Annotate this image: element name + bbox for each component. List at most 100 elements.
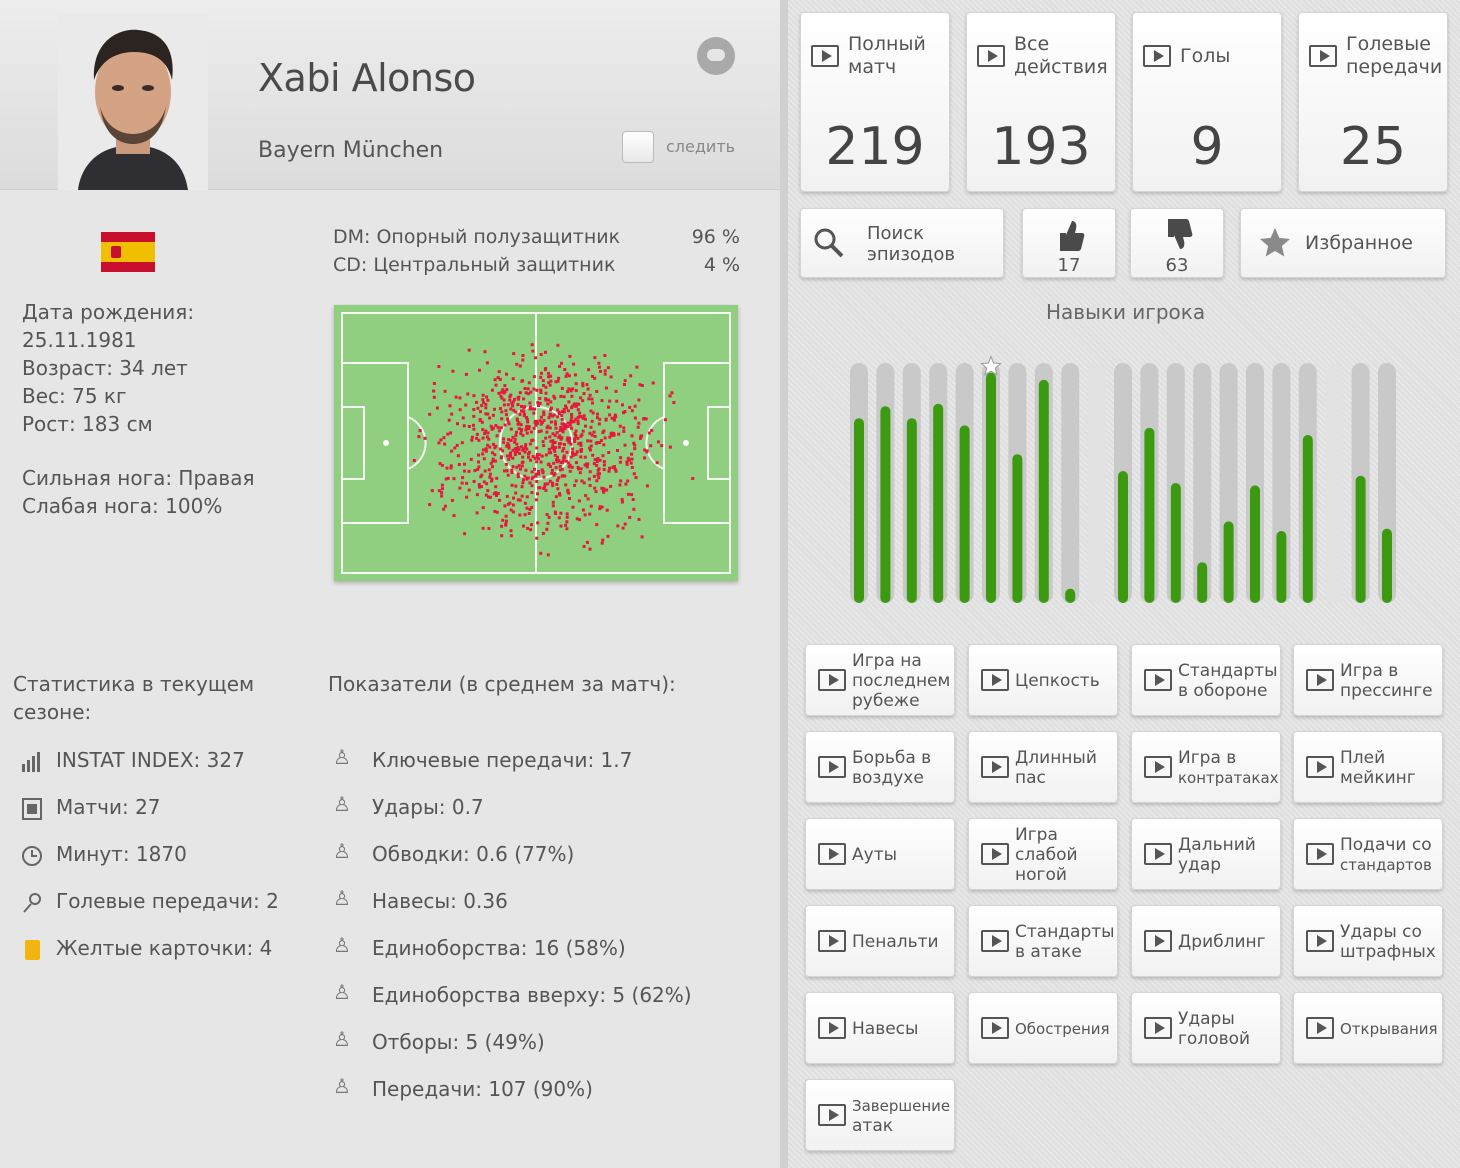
skill-video-label-line: рубеже [852, 691, 920, 711]
skill-bar[interactable] [1197, 562, 1208, 603]
skill-bar[interactable] [1144, 427, 1155, 603]
skill-bar[interactable] [906, 418, 917, 603]
skill-bar[interactable] [880, 406, 891, 603]
season-title-line2: сезоне: [13, 700, 92, 724]
full-match-card[interactable]: Полный матч 219 [800, 12, 950, 192]
key-pass-icon: ♙ [333, 745, 351, 769]
skill-video-label: Длинный пас [1015, 748, 1097, 788]
favorites-button[interactable]: Избранное [1240, 208, 1446, 278]
skill-bar[interactable] [854, 418, 864, 603]
dislike-button[interactable]: 63 [1130, 208, 1224, 278]
height: Рост: 183 см [22, 412, 153, 436]
bar-chart-icon [20, 750, 44, 774]
skill-video-button[interactable]: Игра слабой ногой [968, 818, 1118, 890]
skill-bar[interactable] [1382, 528, 1392, 603]
skill-video-button[interactable]: Обострения [968, 992, 1118, 1064]
skill-bar[interactable] [1170, 483, 1181, 603]
skill-bar[interactable] [1118, 471, 1128, 603]
skill-video-button[interactable]: Удары со штрафных [1293, 905, 1443, 977]
skill-video-button[interactable]: Навесы [805, 992, 955, 1064]
skill-video-label-line: Удары со [1340, 922, 1422, 942]
dislike-count: 63 [1165, 255, 1189, 276]
skill-video-label: Игра на последнем рубеже [852, 651, 950, 711]
skill-video-button[interactable]: Борьба в воздухе [805, 731, 955, 803]
air-duels: Единоборства вверху: 5 (62%) [372, 983, 692, 1007]
skill-bar[interactable] [1065, 588, 1076, 603]
skill-video-label: Удары головой [1178, 1009, 1250, 1049]
play-icon [1306, 843, 1334, 865]
episode-search-line1: Поиск [867, 223, 925, 244]
skill-video-button[interactable]: Игра в прессинге [1293, 644, 1443, 716]
skill-video-button[interactable]: Игра в контратаках [1131, 731, 1281, 803]
all-actions-label-line2: действия [1014, 56, 1108, 78]
skill-video-button[interactable]: Удары головой [1131, 992, 1281, 1064]
play-icon [1306, 756, 1334, 778]
skill-bar[interactable] [1038, 379, 1049, 603]
position-secondary-pct: 4 % [703, 254, 740, 276]
skill-video-label-line: Борьба в [852, 748, 932, 768]
skill-video-label: Открывания [1340, 1019, 1438, 1039]
heatmap-pitch[interactable] [334, 305, 738, 581]
goals-label: Голы [1180, 45, 1231, 67]
dribbles: Обводки: 0.6 (77%) [372, 842, 575, 866]
like-button[interactable]: 17 [1022, 208, 1116, 278]
skill-video-label: Игра слабой ногой [1015, 825, 1078, 885]
skill-bar[interactable] [933, 403, 944, 603]
skill-video-button[interactable]: Пенальти [805, 905, 955, 977]
skill-video-label-line: мейкинг [1340, 768, 1416, 788]
skill-video-button[interactable]: Игра на последнем рубеже [805, 644, 955, 716]
play-icon [981, 843, 1009, 865]
player-header: Xabi Alonso Bayern München следить [0, 0, 780, 190]
assists: Голевые передачи: 2 [56, 889, 279, 913]
skill-video-label-line: штрафных [1340, 942, 1436, 962]
skill-video-label: Стандарты в обороне [1178, 661, 1278, 701]
skill-video-button[interactable]: Открывания [1293, 992, 1443, 1064]
all-actions-card[interactable]: Все действия 193 [966, 12, 1116, 192]
play-icon [981, 1017, 1009, 1039]
air-duel-icon: ♙ [333, 980, 351, 1004]
birth-label: Дата рождения: [22, 300, 195, 324]
club-name[interactable]: Bayern München [258, 138, 444, 163]
skill-bar[interactable] [1302, 435, 1313, 603]
assists-count: 25 [1339, 117, 1407, 177]
skill-bar[interactable] [1276, 531, 1287, 603]
skill-bar[interactable] [1012, 454, 1023, 603]
skill-video-button[interactable]: Завершение атак [805, 1079, 955, 1151]
chat-icon[interactable] [697, 37, 735, 75]
episode-search-button[interactable]: Поиск эпизодов [800, 208, 1004, 278]
skill-bar[interactable] [1223, 521, 1234, 603]
skill-bar[interactable] [1355, 475, 1366, 603]
skill-video-button[interactable]: Подачи со стандартов [1293, 818, 1443, 890]
skill-bar[interactable] [959, 425, 970, 603]
player-panel: Xabi Alonso Bayern München следить Дата … [0, 0, 780, 1101]
play-icon [1306, 930, 1334, 952]
goals-card[interactable]: Голы 9 [1132, 12, 1282, 192]
assists-card[interactable]: Голевые передачи 25 [1298, 12, 1448, 192]
play-icon [811, 45, 839, 67]
follow-checkbox[interactable] [622, 131, 654, 163]
star-icon [1260, 228, 1290, 257]
skill-video-button[interactable]: Дальний удар [1131, 818, 1281, 890]
skill-video-label-line: Открывания [1340, 1020, 1438, 1038]
skill-video-button[interactable]: Цепкость [968, 644, 1118, 716]
skill-bar[interactable] [986, 372, 996, 603]
crosses: Навесы: 0.36 [372, 889, 508, 913]
skill-video-button[interactable]: Стандарты в атаке [968, 905, 1118, 977]
play-icon [818, 1104, 846, 1126]
skill-video-button[interactable]: Дриблинг [1131, 905, 1281, 977]
skill-video-label: Плей мейкинг [1340, 748, 1416, 788]
skill-video-button[interactable]: Ауты [805, 818, 955, 890]
skill-video-label-line: Пенальти [852, 932, 939, 952]
play-icon [1306, 1017, 1334, 1039]
skill-video-label-line: Подачи со [1340, 835, 1432, 855]
skill-video-label: Дальний удар [1178, 835, 1256, 875]
skill-video-button[interactable]: Плей мейкинг [1293, 731, 1443, 803]
skill-video-button[interactable]: Стандарты в обороне [1131, 644, 1281, 716]
skill-video-label-line: прессинге [1340, 681, 1433, 701]
age: Возраст: 34 лет [22, 356, 188, 380]
assists-label-line1: Голевые [1346, 33, 1431, 55]
play-icon [818, 1017, 846, 1039]
skill-video-button[interactable]: Длинный пас [968, 731, 1118, 803]
skill-bar[interactable] [1250, 485, 1260, 603]
pass-icon: ♙ [333, 1074, 351, 1098]
